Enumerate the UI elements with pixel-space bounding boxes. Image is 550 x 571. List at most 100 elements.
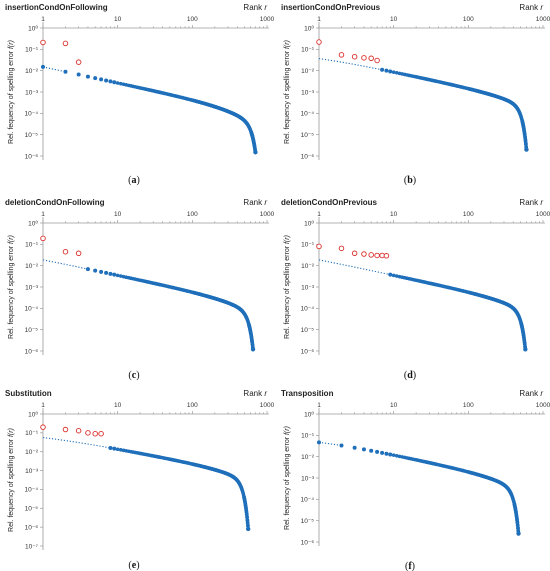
y-tick-label: 10⁰ <box>28 24 38 32</box>
x-tick-label: 10 <box>390 402 398 409</box>
y-tick-label: 10⁻¹ <box>301 47 315 54</box>
x-tick-label: 10 <box>390 211 398 218</box>
y-tick-label: 10⁻¹ <box>301 433 315 440</box>
chart-title: deletionCondOnPrevious <box>281 198 378 207</box>
data-point <box>317 440 321 445</box>
outlier-point <box>338 245 345 252</box>
x-tick-label: 1 <box>41 16 45 23</box>
data-point <box>85 74 90 79</box>
outlier-point <box>351 250 358 257</box>
caption-letter: e <box>132 560 137 571</box>
x-tick-label: 100 <box>463 16 474 23</box>
y-tick-label: 10⁻⁶ <box>25 348 39 355</box>
data-point <box>245 517 250 522</box>
outlier-point <box>338 52 345 58</box>
rank-axis-label-text: Rank <box>519 3 540 12</box>
data-point <box>339 443 344 448</box>
y-tick-label: 10⁻³ <box>301 284 315 291</box>
x-tick-label: 10 <box>114 211 122 218</box>
data-point <box>104 270 109 275</box>
rank-axis-label: Rank r <box>243 198 267 207</box>
rank-axis-label-text: Rank <box>243 198 264 207</box>
data-point <box>246 523 250 528</box>
x-tick-label: 100 <box>463 402 474 409</box>
y-axis-label-symbol: f(r) <box>284 40 291 49</box>
rank-axis-label: Rank r <box>519 389 543 398</box>
x-tick-label: 100 <box>187 211 198 218</box>
y-tick-label: 10⁻³ <box>25 468 39 475</box>
rank-axis-label-symbol: r <box>540 198 543 207</box>
caption-letter: f <box>408 561 412 571</box>
y-tick-label: 10⁻⁵ <box>25 327 39 334</box>
data-point <box>93 76 98 81</box>
y-tick-label: 10⁻⁶ <box>25 524 39 531</box>
y-axis-label-symbol: f(r) <box>8 235 15 244</box>
outlier-point <box>368 252 374 258</box>
outlier-point <box>351 53 358 60</box>
data-point <box>523 142 528 146</box>
data-point <box>99 269 104 274</box>
data-point <box>99 77 104 82</box>
panel-caption: (a) <box>128 175 140 186</box>
rank-axis-label-symbol: r <box>540 389 543 398</box>
fit-line <box>42 259 87 270</box>
y-tick-label: 10⁻⁷ <box>25 543 39 550</box>
y-axis-label-text: Rel. fequency of spelling error <box>8 244 15 339</box>
x-tick-label: 100 <box>187 16 198 23</box>
chart-title: Transposition <box>281 389 334 398</box>
data-point <box>108 271 113 276</box>
x-tick-label: 1 <box>317 402 321 409</box>
y-tick-label: 10⁻⁵ <box>301 132 315 139</box>
panel-caption: (f) <box>405 561 415 571</box>
caption-close: ) <box>136 370 139 381</box>
data-point <box>112 272 117 277</box>
x-tick-label: 1000 <box>260 16 275 23</box>
data-point <box>118 274 123 278</box>
chart-panel: Transposition Rank r 1 10 100 1000 10⁰ 10⁻¹ 10⁻²… <box>281 389 550 571</box>
data-point <box>516 531 521 536</box>
y-tick-label: 10⁰ <box>304 410 314 418</box>
panel-caption: (d) <box>404 370 416 381</box>
data-point <box>394 70 399 75</box>
y-axis-label: Rel. fequency of spelling error f(r) <box>8 40 15 144</box>
caption-open: ( <box>404 175 408 186</box>
y-tick-label: 10⁻⁴ <box>301 497 315 504</box>
data-point <box>112 446 117 451</box>
outlier-point <box>316 243 322 250</box>
y-tick-label: 10⁻² <box>25 263 39 270</box>
y-tick-label: 10⁻³ <box>25 89 39 96</box>
data-point <box>388 452 393 457</box>
data-point <box>388 272 393 277</box>
y-axis-label-symbol: f(r) <box>284 426 291 435</box>
rank-axis-label-text: Rank <box>519 198 540 207</box>
outlier-point <box>62 40 69 47</box>
outlier-point <box>374 252 380 259</box>
caption-close: ) <box>412 561 415 571</box>
y-tick-label: 10⁻² <box>301 454 315 461</box>
rank-axis-label-text: Rank <box>519 389 540 398</box>
data-point <box>391 273 396 278</box>
x-tick-label: 10 <box>114 402 122 409</box>
x-tick-label: 1 <box>41 211 45 218</box>
y-tick-label: 10⁻¹ <box>25 47 39 54</box>
data-point <box>391 453 396 457</box>
y-axis-label-text: Rel. fequency of spelling error <box>284 49 291 144</box>
outlier-point <box>62 426 69 433</box>
data-point <box>118 448 123 452</box>
rank-axis-label-symbol: r <box>264 3 267 12</box>
y-axis-label-symbol: f(r) <box>284 235 291 244</box>
data-point <box>384 68 389 73</box>
y-tick-label: 10⁻⁵ <box>301 518 315 525</box>
y-tick-label: 10⁻³ <box>25 284 39 291</box>
outlier-point <box>75 250 82 257</box>
outlier-point <box>316 39 322 45</box>
data-point <box>108 445 113 450</box>
caption-open: ( <box>404 370 408 381</box>
data-point <box>245 520 250 525</box>
rank-axis-label: Rank r <box>519 3 543 12</box>
data-point <box>115 273 120 278</box>
data-point <box>388 69 393 74</box>
x-tick-label: 10 <box>114 16 122 23</box>
y-tick-label: 10⁻³ <box>301 89 315 96</box>
